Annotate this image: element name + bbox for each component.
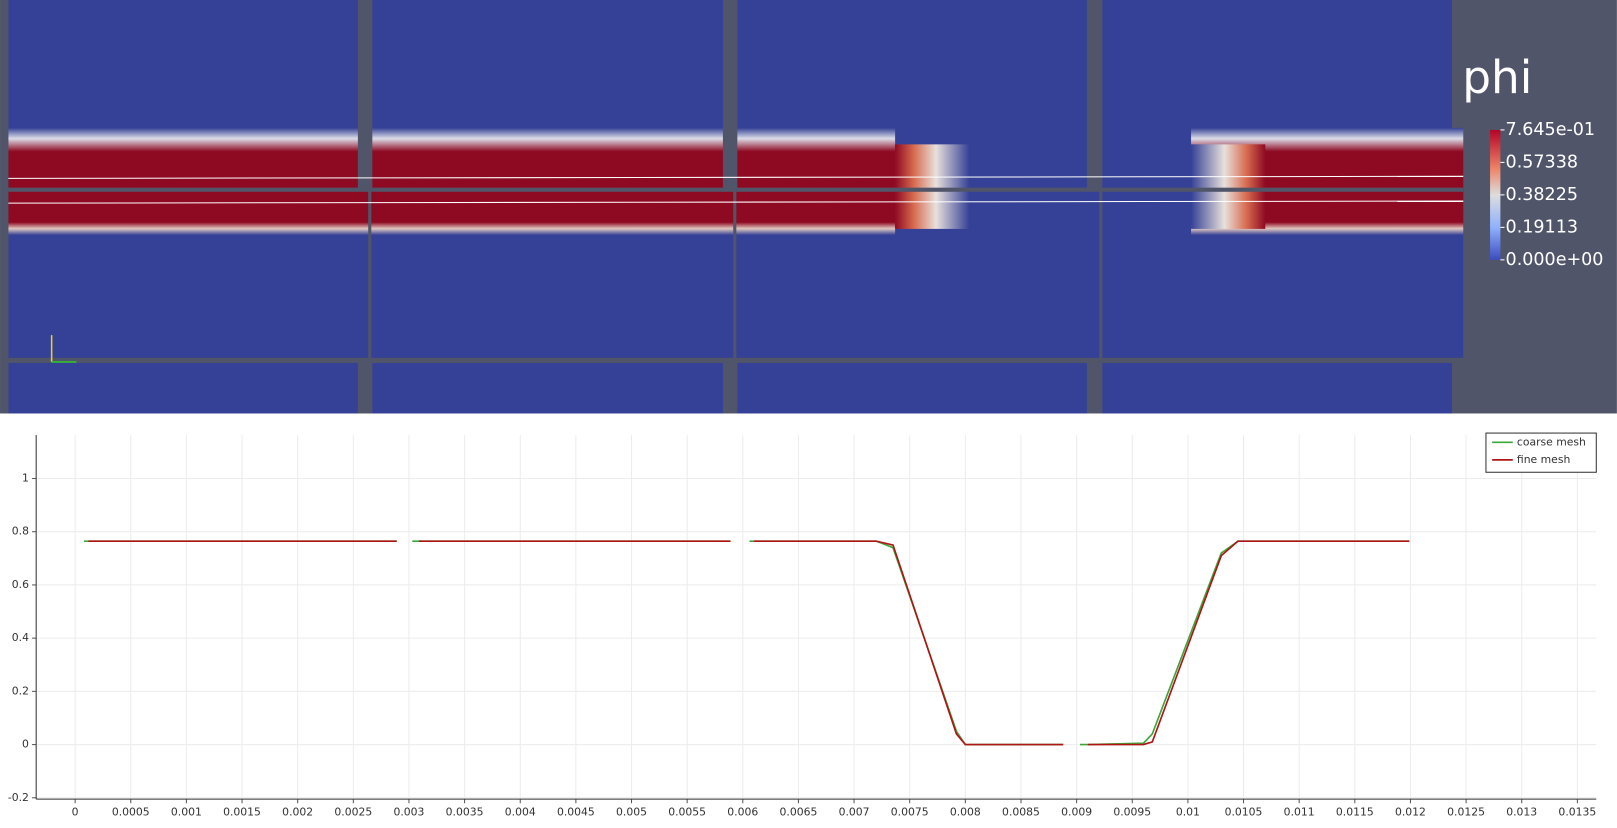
x-tick-label: 0.0135 [1558,806,1596,819]
x-tick-label: 0.001 [171,806,202,819]
x-tick-label: 0.0075 [891,806,929,819]
x-tick-label: 0.013 [1506,806,1537,819]
colorbar-title: phi [1462,51,1532,104]
x-tick-label: 0.011 [1284,806,1315,819]
x-tick-label: 0.0105 [1225,806,1263,819]
x-tick-label: 0.005 [616,806,647,819]
x-tick-label: 0 [72,806,79,819]
x-tick-label: 0.0045 [557,806,595,819]
legend-box [1485,432,1597,473]
x-tick-label: 0.004 [505,806,536,819]
chart-background [0,413,1617,828]
colorbar-label: 0.19113 [1506,217,1578,237]
x-tick-label: 0.009 [1061,806,1092,819]
colorbar-label: 0.000e+00 [1506,250,1604,270]
y-tick-label: 0.4 [12,631,29,644]
x-tick-label: 0.006 [727,806,758,819]
x-tick-label: 0.0005 [112,806,150,819]
x-tick-label: 0.0095 [1113,806,1151,819]
x-tick-label: 0.0115 [1336,806,1374,819]
mesh [1451,190,1464,359]
colorbar-label: 0.38225 [1506,185,1578,205]
y-tick-label: -0.2 [8,791,29,804]
line-chart: 0 0.0005 0.001 0.0015 0.002 0.0025 0.003 0.0035… [8,432,1597,819]
legend-label: fine mesh [1517,453,1570,466]
colorbar [1490,129,1501,260]
x-tick-label: 0.003 [393,806,424,819]
x-tick-label: 0.002 [282,806,313,819]
x-tick-label: 0.008 [950,806,981,819]
colorbar-label: 0.57338 [1506,152,1578,172]
y-tick-label: 0.2 [12,684,29,697]
x-tick-label: 0.0035 [446,806,484,819]
x-tick-label: 0.0085 [1002,806,1040,819]
colorbar-label: 7.645e-01 [1506,120,1596,140]
x-tick-label: 0.0065 [780,806,818,819]
x-tick-label: 0.007 [839,806,870,819]
x-tick-label: 0.0055 [668,806,706,819]
front [1191,144,1266,229]
y-tick-label: 0 [22,738,29,751]
x-tick-label: 0.0125 [1447,806,1485,819]
probe-line [8,200,1464,204]
y-tick-label: 0.8 [12,525,29,538]
front [895,144,970,229]
x-tick-label: 0.0015 [223,806,261,819]
series-line [84,540,1410,746]
render-view: phi 7.645e-01 0.57338 0.38225 0.19113 0.000e… [0,0,1617,414]
legend-label: coarse mesh [1517,435,1586,448]
x-tick-label: 0.0025 [334,806,372,819]
x-tick-label: 0.01 [1176,806,1200,819]
tile-gaps [0,0,1464,414]
orientation-axes [50,335,77,363]
y-tick-label: 1 [22,472,29,485]
probe-line [8,175,1464,179]
series-line [88,540,1410,746]
y-tick-label: 0.6 [12,578,29,591]
x-tick-label: 0.012 [1395,806,1426,819]
